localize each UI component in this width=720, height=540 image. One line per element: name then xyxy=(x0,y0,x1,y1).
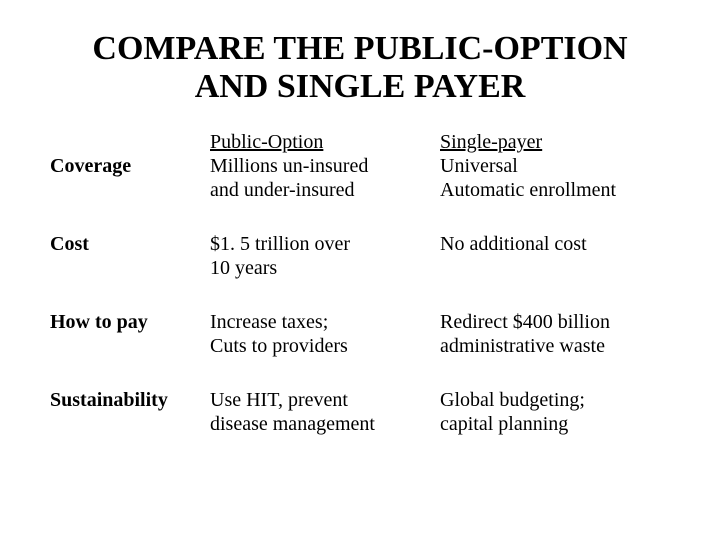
coverage-single-line2: Automatic enrollment xyxy=(440,179,616,201)
sustain-single-line2: capital planning xyxy=(440,413,568,435)
cell-howtopay-single: Redirect $400 billion administrative was… xyxy=(440,310,690,358)
sustain-single-line1: Global budgeting; xyxy=(440,389,585,411)
cell-cost-public: $1. 5 trillion over 10 years xyxy=(210,232,430,280)
row-label-sustainability: Sustainability xyxy=(50,388,200,412)
howtopay-single-line2: administrative waste xyxy=(440,335,605,357)
howtopay-public-line2: Cuts to providers xyxy=(210,335,348,357)
comparison-table: Coverage Public-Option Millions un-insur… xyxy=(50,130,670,436)
sustain-public-line1: Use HIT, prevent xyxy=(210,389,348,411)
title-line-2: AND SINGLE PAYER xyxy=(195,68,526,105)
sustain-public-line2: disease management xyxy=(210,413,375,435)
cell-cost-single: No additional cost xyxy=(440,232,690,256)
howtopay-public-line1: Increase taxes; xyxy=(210,311,328,333)
slide-title: COMPARE THE PUBLIC-OPTION AND SINGLE PAY… xyxy=(50,30,670,106)
cell-howtopay-public: Increase taxes; Cuts to providers xyxy=(210,310,430,358)
coverage-public-line1: Millions un-insured xyxy=(210,155,368,177)
cell-sustain-public: Use HIT, prevent disease management xyxy=(210,388,430,436)
coverage-single-line1: Universal xyxy=(440,155,518,177)
slide: COMPARE THE PUBLIC-OPTION AND SINGLE PAY… xyxy=(0,0,720,540)
cost-single-line1: No additional cost xyxy=(440,233,587,255)
header-single-payer: Single-payer xyxy=(440,131,542,153)
howtopay-single-line1: Redirect $400 billion xyxy=(440,311,610,333)
cost-public-line2: 10 years xyxy=(210,257,277,279)
cost-public-line1: $1. 5 trillion over xyxy=(210,233,350,255)
row-label-cost: Cost xyxy=(50,232,200,256)
row-label-coverage: Coverage xyxy=(50,154,200,178)
coverage-public-line2: and under-insured xyxy=(210,179,355,201)
header-public-option: Public-Option xyxy=(210,131,323,153)
row-label-howtopay: How to pay xyxy=(50,310,200,334)
title-line-1: COMPARE THE PUBLIC-OPTION xyxy=(92,30,627,67)
cell-coverage-public: Public-Option Millions un-insured and un… xyxy=(210,130,430,202)
cell-sustain-single: Global budgeting; capital planning xyxy=(440,388,690,436)
cell-coverage-single: Single-payer Universal Automatic enrollm… xyxy=(440,130,690,202)
